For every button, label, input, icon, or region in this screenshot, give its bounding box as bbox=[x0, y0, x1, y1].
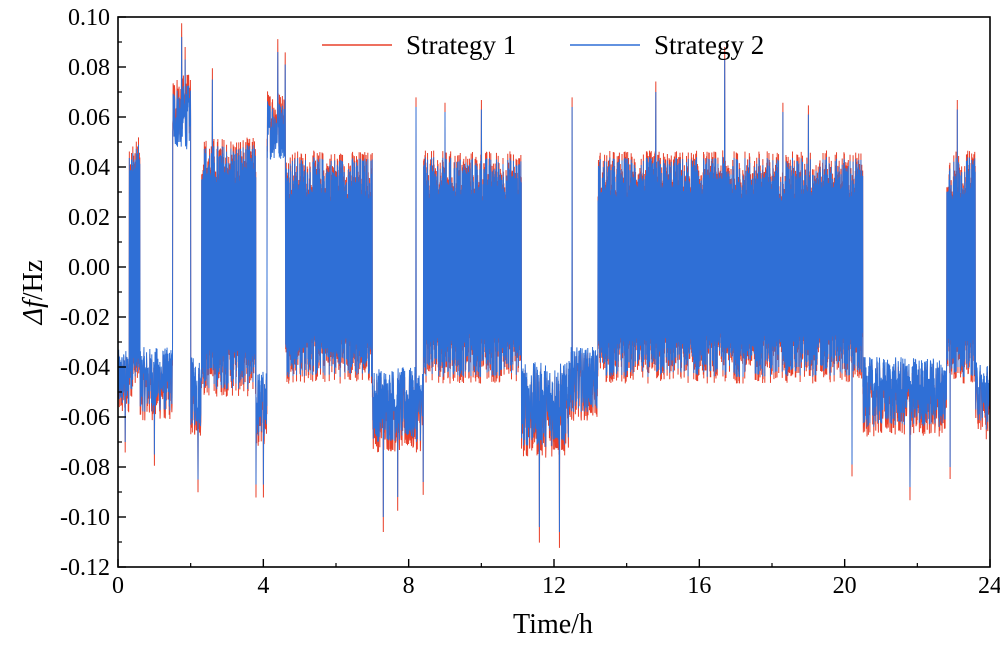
y-tick-label: -0.12 bbox=[60, 555, 110, 581]
x-tick-label: 8 bbox=[403, 573, 415, 599]
legend-label-strategy-2: Strategy 2 bbox=[654, 30, 764, 60]
y-tick-label: -0.10 bbox=[60, 505, 110, 531]
x-tick-label: 24 bbox=[978, 573, 1000, 599]
x-tick-label: 12 bbox=[542, 573, 566, 599]
x-tick-label: 4 bbox=[257, 573, 269, 599]
series-line-strategy-2 bbox=[117, 36, 991, 533]
y-tick-label: 0.10 bbox=[68, 5, 110, 31]
series-layer bbox=[117, 23, 991, 548]
y-tick-label: 0.02 bbox=[68, 205, 110, 231]
y-axis: -0.12 -0.10 -0.08 -0.06 -0.04 -0.02 0.00 0.02 0.… bbox=[60, 5, 126, 581]
x-axis-title: Time/h bbox=[513, 609, 593, 640]
y-tick-label: 0.00 bbox=[68, 255, 110, 281]
legend-label-strategy-1: Strategy 1 bbox=[406, 30, 516, 60]
legend: Strategy 1 Strategy 2 bbox=[322, 30, 764, 60]
y-axis-symbol: Δf bbox=[18, 297, 49, 325]
x-tick-label: 16 bbox=[687, 573, 711, 599]
y-axis-title: Δf/Hz bbox=[18, 260, 49, 326]
x-axis: 0 4 8 12 16 20 24 bbox=[112, 559, 1000, 599]
y-tick-label: -0.08 bbox=[60, 455, 110, 481]
y-axis-unit: /Hz bbox=[18, 260, 49, 300]
y-tick-label: 0.04 bbox=[68, 155, 110, 181]
x-tick-label: 0 bbox=[112, 573, 124, 599]
y-tick-label: 0.08 bbox=[68, 55, 110, 81]
y-tick-label: -0.02 bbox=[60, 305, 110, 331]
y-tick-label: -0.04 bbox=[60, 355, 110, 381]
x-tick-label: 20 bbox=[833, 573, 857, 599]
y-tick-label: 0.06 bbox=[68, 105, 110, 131]
y-tick-label: -0.06 bbox=[60, 405, 110, 431]
